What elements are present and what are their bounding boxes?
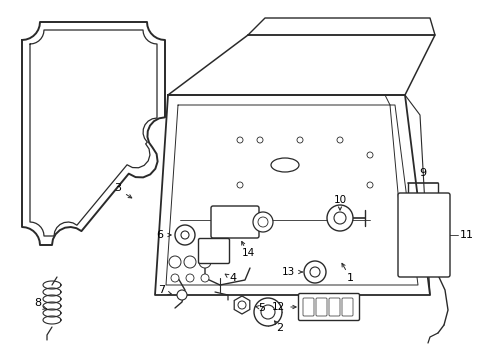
Text: 1: 1 — [346, 273, 353, 283]
Text: 12: 12 — [271, 302, 285, 312]
Text: 13: 13 — [281, 267, 294, 277]
Circle shape — [238, 301, 245, 309]
Circle shape — [258, 217, 267, 227]
Polygon shape — [234, 296, 249, 314]
Circle shape — [177, 290, 186, 300]
Circle shape — [261, 305, 274, 319]
Text: 5: 5 — [258, 303, 265, 313]
Text: 6: 6 — [156, 230, 163, 240]
FancyBboxPatch shape — [303, 298, 313, 316]
Text: 7: 7 — [158, 285, 164, 295]
Circle shape — [171, 274, 179, 282]
Circle shape — [336, 137, 342, 143]
Circle shape — [309, 267, 319, 277]
Text: 11: 11 — [459, 230, 473, 240]
Circle shape — [253, 298, 282, 326]
Circle shape — [257, 137, 263, 143]
Text: 8: 8 — [34, 298, 41, 308]
Text: 4: 4 — [229, 273, 236, 283]
Circle shape — [333, 212, 346, 224]
Circle shape — [326, 205, 352, 231]
Circle shape — [237, 182, 243, 188]
Circle shape — [169, 256, 181, 268]
Circle shape — [185, 274, 194, 282]
Text: 9: 9 — [419, 168, 426, 178]
FancyBboxPatch shape — [298, 293, 359, 320]
Text: 14: 14 — [241, 248, 254, 258]
Text: 10: 10 — [333, 195, 346, 205]
Circle shape — [175, 225, 195, 245]
Circle shape — [201, 274, 208, 282]
Circle shape — [252, 212, 272, 232]
Text: 2: 2 — [276, 323, 283, 333]
FancyBboxPatch shape — [315, 298, 326, 316]
Circle shape — [366, 152, 372, 158]
Circle shape — [199, 256, 210, 268]
Circle shape — [366, 182, 372, 188]
FancyBboxPatch shape — [328, 298, 339, 316]
Circle shape — [304, 261, 325, 283]
FancyBboxPatch shape — [198, 239, 229, 264]
FancyBboxPatch shape — [341, 298, 352, 316]
Circle shape — [237, 137, 243, 143]
Circle shape — [181, 231, 189, 239]
Text: 3: 3 — [114, 183, 121, 193]
FancyBboxPatch shape — [210, 206, 259, 238]
Circle shape — [183, 256, 196, 268]
Ellipse shape — [270, 158, 298, 172]
FancyBboxPatch shape — [397, 193, 449, 277]
Circle shape — [296, 137, 303, 143]
